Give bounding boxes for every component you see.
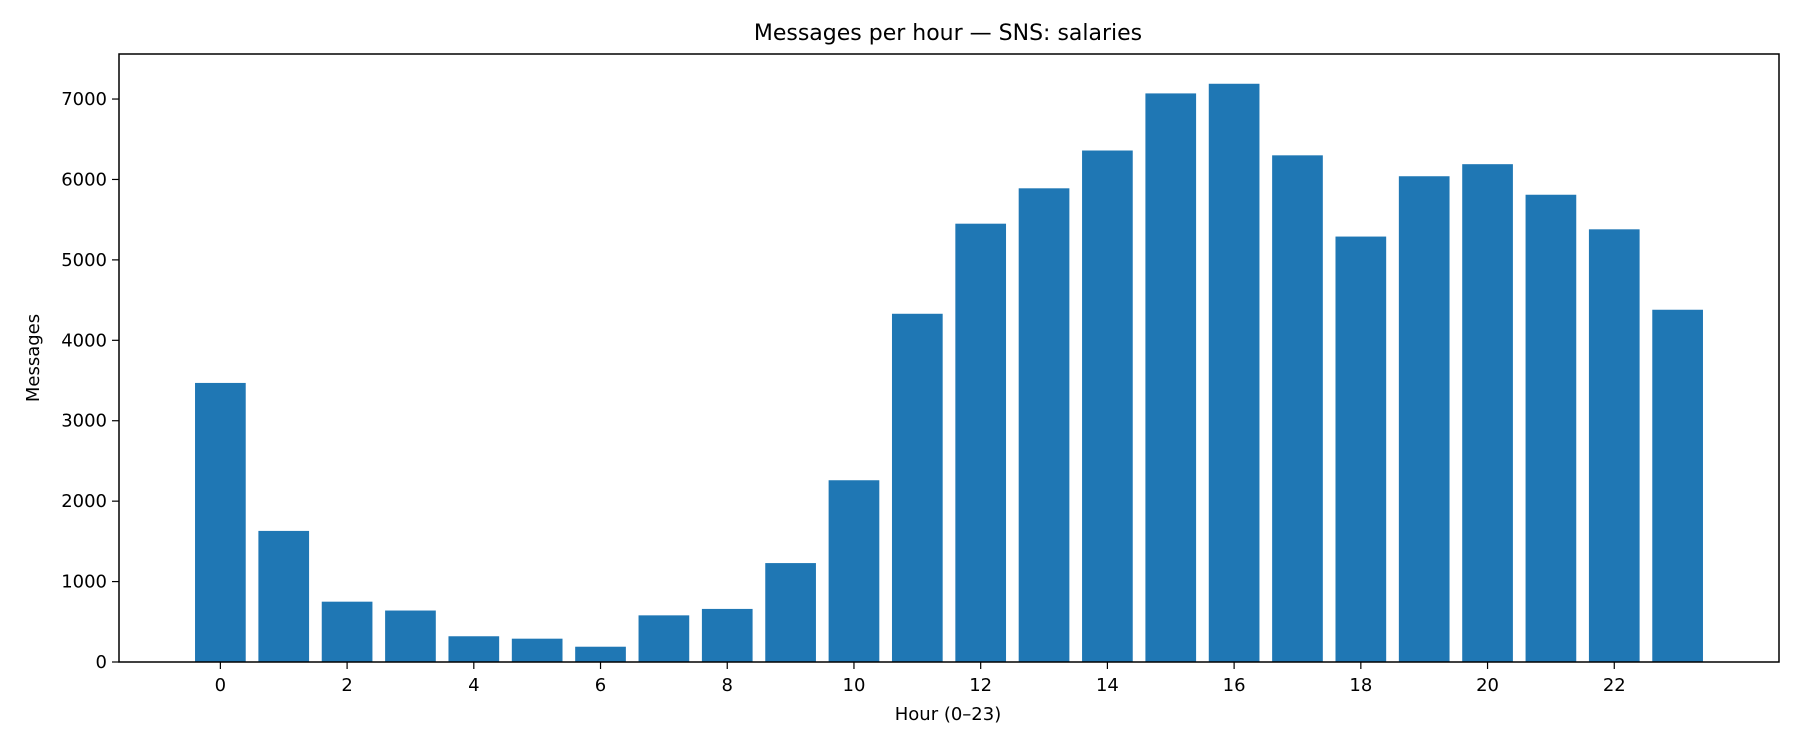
axes-frame — [118, 53, 1780, 663]
bar-hour-7 — [638, 615, 690, 662]
bar-hour-13 — [1018, 188, 1070, 662]
y-axis-ticks: 0 1000 2000 3000 4000 5000 6000 7000 — [61, 89, 119, 673]
x-axis-label: Hour (0–23) — [895, 704, 1001, 725]
y-tick-label: 1000 — [61, 572, 107, 593]
x-tick-label: 10 — [843, 675, 866, 696]
bar-hour-1 — [258, 530, 310, 662]
bar-hour-9 — [765, 563, 816, 662]
y-tick-label: 7000 — [61, 89, 107, 110]
bar-hour-10 — [828, 480, 880, 662]
bar-hour-0 — [195, 382, 246, 662]
bar-hour-3 — [385, 610, 436, 662]
bar-hour-14 — [1082, 150, 1133, 662]
x-tick-label: 6 — [595, 675, 606, 696]
x-tick-label: 4 — [468, 675, 479, 696]
bar-hour-8 — [701, 608, 753, 662]
y-tick-label: 3000 — [61, 411, 107, 432]
bar-hour-17 — [1272, 155, 1323, 662]
y-tick-label: 4000 — [61, 330, 107, 351]
x-tick-label: 22 — [1603, 675, 1626, 696]
x-tick-label: 18 — [1349, 675, 1372, 696]
x-tick-label: 14 — [1096, 675, 1119, 696]
y-axis-label: Messages — [23, 314, 44, 402]
bar-hour-6 — [575, 646, 626, 662]
x-tick-label: 8 — [722, 675, 733, 696]
y-tick-label: 6000 — [61, 169, 107, 190]
bar-hour-15 — [1145, 93, 1197, 662]
x-tick-label: 20 — [1476, 675, 1499, 696]
bar-hour-11 — [891, 313, 943, 662]
bar-hour-21 — [1525, 194, 1577, 663]
x-tick-label: 16 — [1223, 675, 1246, 696]
bar-hour-16 — [1208, 83, 1260, 662]
y-tick-label: 2000 — [61, 491, 107, 512]
x-tick-label: 0 — [215, 675, 226, 696]
x-tick-label: 12 — [969, 675, 992, 696]
bar-hour-5 — [511, 638, 563, 662]
bar-hour-20 — [1462, 164, 1513, 662]
y-tick-label: 0 — [96, 652, 107, 673]
x-axis-ticks: 0 2 4 6 8 10 12 14 16 18 20 22 — [215, 662, 1626, 696]
bar-hour-22 — [1588, 229, 1640, 662]
bar-hour-4 — [448, 636, 500, 662]
chart-title: Messages per hour — SNS: salaries — [754, 21, 1142, 46]
bar-hour-12 — [955, 223, 1007, 662]
bar-hour-19 — [1398, 176, 1450, 663]
bar-hour-2 — [321, 601, 373, 662]
bar-hour-23 — [1652, 309, 1703, 662]
y-tick-label: 5000 — [61, 250, 107, 271]
bar-hour-18 — [1335, 236, 1387, 662]
bars-group — [195, 83, 1703, 663]
x-tick-label: 2 — [341, 675, 352, 696]
